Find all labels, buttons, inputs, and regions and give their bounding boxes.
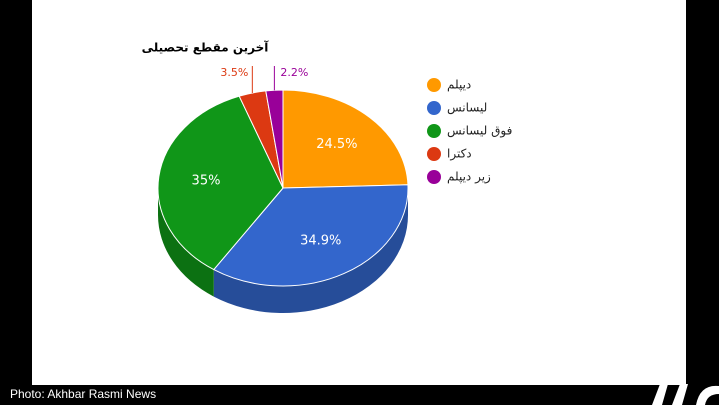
data-label: 24.5% bbox=[316, 137, 357, 152]
legend-label: ديپلم bbox=[447, 78, 471, 92]
photo-caption: Photo: Akhbar Rasmi News bbox=[10, 387, 156, 401]
legend-swatch bbox=[427, 147, 441, 161]
legend-label: زير ديپلم bbox=[447, 170, 491, 185]
logo-fragment bbox=[652, 384, 719, 405]
legend-swatch bbox=[427, 78, 441, 92]
legend-swatch bbox=[427, 124, 441, 138]
data-label: 34.9% bbox=[300, 234, 341, 249]
data-label: 35% bbox=[192, 174, 221, 189]
pie-slice bbox=[212, 184, 409, 287]
pie-side bbox=[158, 188, 214, 297]
pie-slice bbox=[282, 89, 409, 189]
legend-swatch bbox=[427, 101, 441, 115]
chart-title: آخرین مقطع تحصیلی bbox=[142, 40, 270, 55]
legend-swatch bbox=[427, 170, 441, 184]
legend-label: فوق ليسانس bbox=[447, 124, 512, 139]
data-label: 3.5% bbox=[220, 66, 248, 79]
legend-label: دکترا bbox=[447, 147, 472, 162]
pie-side bbox=[213, 188, 408, 313]
pie-slice bbox=[157, 95, 284, 271]
legend-label: ليسانس bbox=[447, 101, 487, 116]
data-label: 2.2% bbox=[280, 66, 308, 79]
